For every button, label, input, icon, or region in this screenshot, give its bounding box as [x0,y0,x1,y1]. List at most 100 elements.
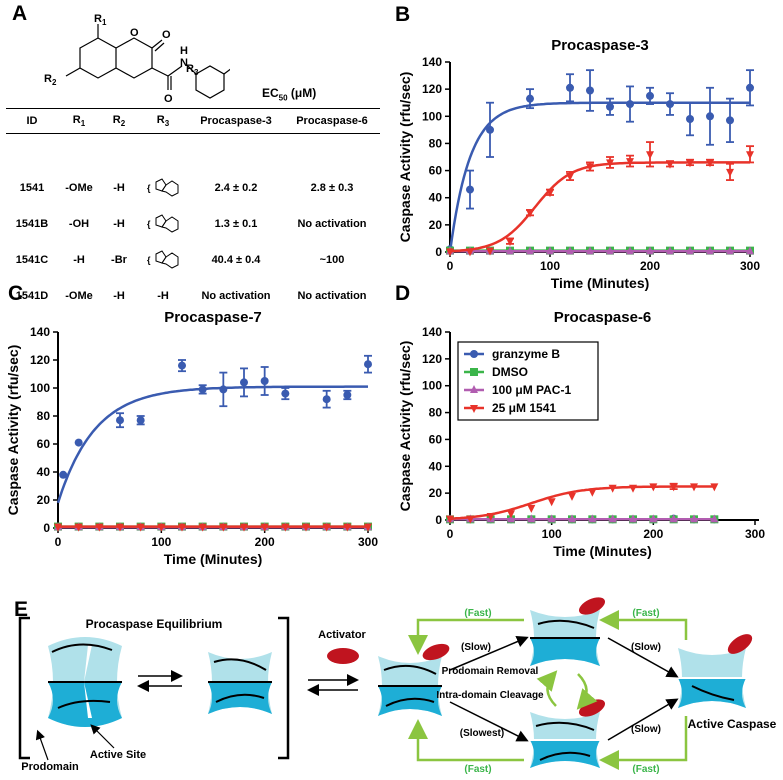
table-header-row: ID R1 R2 R3 Procaspase-3 Procaspase-6 [6,108,380,134]
fast-label: (Fast) [464,764,491,775]
data-point [546,246,554,255]
slow-label: (Slow) [461,642,491,653]
chart-procaspase-6: Procaspase-6 0 20 40 60 80 100 120 140 0 100 200 300… [397,309,765,559]
legend-item: DMSO [464,365,528,379]
r3-label: R3 [186,63,199,78]
data-point [302,523,310,532]
data-point [59,470,68,479]
fit-line [56,385,368,504]
data-point [586,246,594,255]
panel-label-e: E [14,598,29,621]
x-tick-label: 200 [640,259,660,273]
data-point [606,102,614,111]
data-point [547,498,556,507]
data-point [606,246,614,255]
y-tick-label: 100 [422,109,442,123]
chart-title: Procaspase-7 [164,309,262,326]
legend-item: granzyme B [464,347,560,361]
series-100-m-pac-1 [446,514,719,523]
y-tick-label: 0 [435,513,442,527]
y-tick-label: 140 [30,325,50,339]
cell-r3-imidazopyridine-icon: { [138,206,188,242]
y-tick-label: 140 [422,325,442,339]
activator-label: Activator [318,629,366,641]
svg-text:{: { [147,219,151,229]
data-point [608,514,617,523]
data-point [586,86,594,95]
data-point [547,514,556,523]
data-point [726,168,734,177]
data-point [726,246,734,255]
cell-r3-imidazopyridine-icon: { [138,242,188,278]
legend-label: 100 μM PAC-1 [492,383,571,397]
data-point [666,246,674,255]
x-tick-label: 300 [745,527,765,541]
ec50-header: EC50 (μM) [262,86,317,103]
data-point [646,91,654,100]
data-point [506,246,514,255]
data-point [686,159,694,168]
mechanism-diagram: Procaspase Equilibrium Prodomain Active … [18,597,777,775]
data-point [281,389,290,398]
y-tick-label: 120 [422,352,442,366]
cell-id: 1541B [15,218,49,230]
data-point [198,523,207,532]
data-point [526,209,534,218]
data-point [178,523,186,532]
y-tick-label: 140 [422,55,442,69]
data-point [240,523,248,532]
data-point [260,377,269,385]
x-tick-label: 300 [358,535,378,549]
legend-item: 25 μM 1541 [464,401,556,415]
data-point [219,523,228,532]
y-tick-label: 0 [43,521,50,535]
y-tick-label: 20 [429,486,443,500]
x-axis-label: Time (Minutes) [553,543,652,559]
data-point [686,246,694,255]
ring-oxygen-label: O [130,27,139,39]
data-point [626,158,634,167]
cell-r2: -H [113,290,125,302]
data-point [446,515,454,524]
data-point [116,523,124,532]
col-r1: R1 [58,108,100,134]
amide-n-label: N [180,57,188,69]
active-caspase-protein [678,634,753,708]
data-point [240,378,248,387]
data-point [486,512,495,521]
benzene-ring [79,37,117,79]
data-point [629,514,637,523]
data-point [507,510,515,519]
x-tick-label: 200 [643,527,663,541]
data-point [568,492,576,501]
data-point [54,523,62,532]
data-point [706,159,714,168]
procaspase-intradomain-cleaved [530,699,606,768]
data-point [710,483,719,492]
data-point [686,115,694,123]
data-point [486,125,494,134]
y-tick-label: 60 [37,437,51,451]
data-point [588,488,597,497]
data-point [466,248,474,257]
y-tick-label: 0 [435,245,442,259]
data-point [690,514,698,523]
y-tick-label: 80 [37,409,51,423]
cell-r1: -OH [68,218,90,230]
x-tick-label: 100 [542,527,562,541]
data-point [669,514,678,523]
lactone-oxygen-label: O [162,29,171,41]
y-tick-label: 60 [429,432,443,446]
chart-title: Procaspase-6 [554,309,652,326]
data-point [566,83,574,92]
cell-pc6: No activation [297,290,367,302]
procaspase-open [48,637,122,727]
data-point [136,416,145,425]
procaspase-prodomain-removed [530,597,606,666]
y-tick-label: 80 [429,406,443,420]
y-tick-label: 20 [37,493,51,507]
data-point [666,160,674,169]
panel-label-d: D [395,282,411,305]
diagram-title: Procaspase Equilibrium [86,617,223,631]
cell-r2: -H [113,182,125,194]
